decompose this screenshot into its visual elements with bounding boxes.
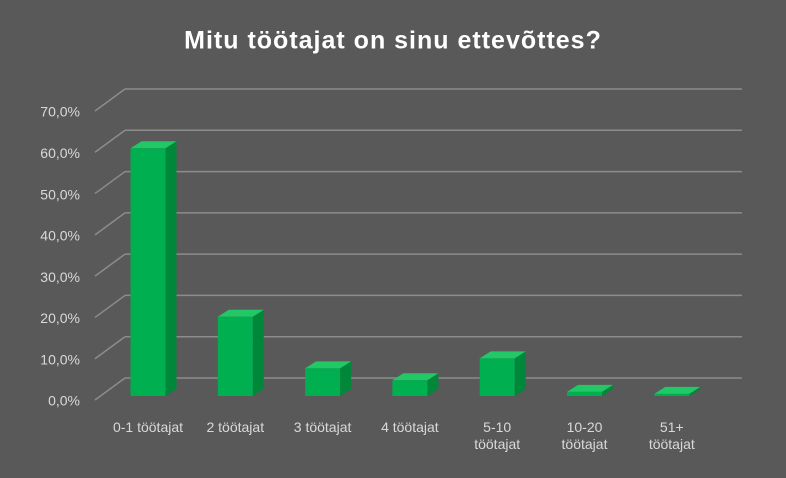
bar-top bbox=[479, 351, 526, 359]
bar-front bbox=[217, 316, 253, 396]
bar-front bbox=[130, 148, 166, 396]
bar-front bbox=[654, 393, 690, 396]
bar-side bbox=[252, 309, 264, 396]
bar-top bbox=[130, 141, 177, 149]
bar bbox=[130, 141, 177, 396]
chart-title: Mitu töötajat on sinu ettevõttes? bbox=[184, 27, 602, 55]
bar bbox=[567, 384, 613, 396]
bar-side bbox=[427, 373, 439, 396]
grid-line bbox=[94, 212, 126, 236]
x-tick-label: 0-1 töötajat bbox=[112, 419, 184, 435]
bar-side bbox=[165, 141, 177, 396]
bar-front bbox=[479, 358, 515, 396]
grid-line bbox=[94, 377, 126, 401]
y-tick-label: 20,0% bbox=[40, 310, 80, 326]
bar bbox=[217, 309, 264, 396]
bar bbox=[305, 361, 352, 396]
y-tick-label: 70,0% bbox=[40, 104, 80, 120]
bar-side bbox=[340, 361, 352, 396]
grid-line bbox=[94, 253, 126, 277]
y-tick-label: 0,0% bbox=[48, 393, 80, 409]
bar-front bbox=[305, 368, 341, 396]
x-tick-label: 4 töötajat bbox=[381, 419, 439, 435]
bar bbox=[392, 373, 439, 396]
grid-line bbox=[94, 129, 126, 153]
y-tick-label: 10,0% bbox=[40, 351, 80, 367]
x-tick-label: 5-10 töötajat bbox=[474, 419, 521, 452]
bar-side bbox=[514, 351, 526, 396]
x-tick-label: 3 töötajat bbox=[293, 419, 352, 435]
grid-line bbox=[94, 294, 126, 319]
bar-top bbox=[305, 361, 352, 369]
x-tick-label: 51+ töötajat bbox=[648, 419, 695, 452]
bar-top bbox=[567, 384, 613, 392]
bar bbox=[654, 386, 701, 396]
bar-front bbox=[567, 391, 602, 396]
grid-line bbox=[94, 336, 126, 360]
grid-line bbox=[94, 88, 126, 112]
bar-top bbox=[654, 386, 701, 394]
bar-side bbox=[602, 384, 613, 396]
x-tick-label: 2 töötajat bbox=[206, 419, 265, 435]
y-tick-label: 40,0% bbox=[40, 228, 80, 244]
bar-top bbox=[392, 373, 439, 381]
bar-front bbox=[392, 380, 428, 396]
y-tick-label: 30,0% bbox=[40, 269, 80, 285]
grid-line bbox=[94, 170, 126, 195]
y-tick-label: 60,0% bbox=[40, 145, 80, 161]
bar-side bbox=[689, 386, 701, 396]
x-tick-label: 10-20 töötajat bbox=[561, 419, 608, 452]
bar-top bbox=[217, 309, 264, 317]
y-tick-label: 50,0% bbox=[40, 186, 80, 202]
bar bbox=[479, 351, 526, 396]
